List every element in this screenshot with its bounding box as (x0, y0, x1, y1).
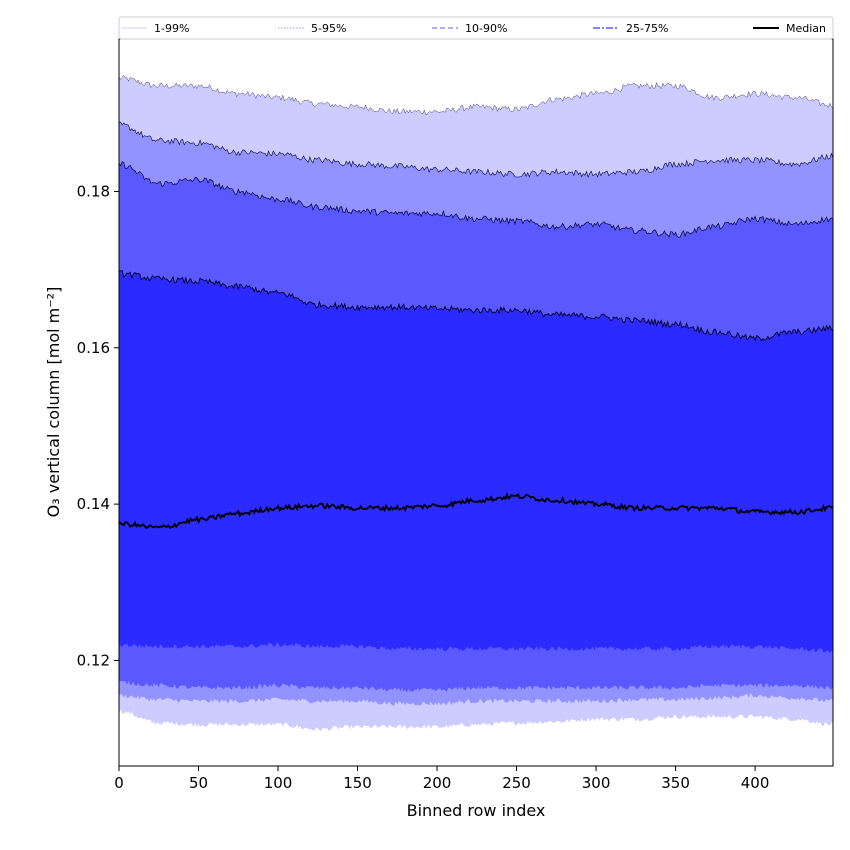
band-25-75-upper-edge (118, 270, 834, 342)
x-tick-label: 250 (502, 774, 531, 792)
legend-label: 10-90% (465, 22, 507, 35)
x-tick-label: 100 (264, 774, 293, 792)
x-tick-label: 200 (423, 774, 452, 792)
x-tick-label: 50 (189, 774, 208, 792)
legend-label: Median (786, 22, 826, 35)
band-10-90-upper-edge (118, 161, 834, 238)
legend: 1-99% 5-95% 10-90% 25-75% Median (118, 16, 834, 40)
median-line (118, 492, 834, 529)
y-tick-label: 0.16 (77, 339, 110, 357)
x-tick-label: 400 (741, 774, 770, 792)
x-tick-label: 350 (661, 774, 690, 792)
y-axis-label: O₃ vertical column [mol m⁻²] (44, 287, 63, 518)
legend-box (118, 16, 834, 40)
percentile-bands (118, 74, 834, 732)
y-tick-label: 0.14 (77, 495, 110, 513)
x-tick-label: 0 (114, 774, 124, 792)
x-axis-ticks: 0 50 100 150 200 250 300 350 400 (114, 766, 769, 792)
y-axis-ticks: 0.12 0.14 0.16 0.18 (77, 182, 119, 669)
legend-label: 5-95% (311, 22, 346, 35)
x-tick-label: 300 (582, 774, 611, 792)
y-tick-label: 0.12 (77, 651, 110, 669)
band-1-99-upper-edge (118, 74, 834, 115)
x-tick-label: 150 (343, 774, 372, 792)
legend-label: 25-75% (626, 22, 668, 35)
x-axis-label: Binned row index (407, 801, 546, 820)
y-tick-label: 0.18 (77, 182, 110, 200)
band-5-95-upper-edge (118, 121, 834, 178)
band-25-75-area (119, 270, 833, 654)
legend-label: 1-99% (154, 22, 189, 35)
median-layer (118, 492, 834, 529)
